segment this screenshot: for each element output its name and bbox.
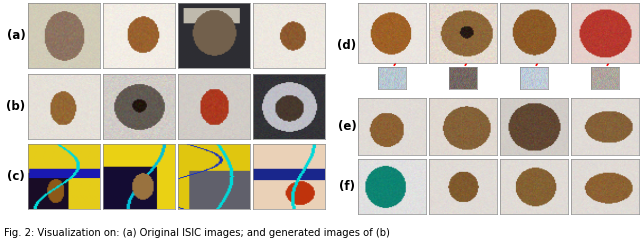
Text: (a): (a) bbox=[6, 29, 26, 42]
Text: Fig. 2: Visualization on: (a) Original ISIC images; and generated images of (b): Fig. 2: Visualization on: (a) Original I… bbox=[4, 228, 390, 238]
Text: (e): (e) bbox=[338, 120, 356, 133]
Text: (f): (f) bbox=[339, 180, 355, 193]
Text: (b): (b) bbox=[6, 100, 26, 113]
Text: (c): (c) bbox=[7, 170, 25, 183]
Text: (d): (d) bbox=[337, 40, 356, 52]
